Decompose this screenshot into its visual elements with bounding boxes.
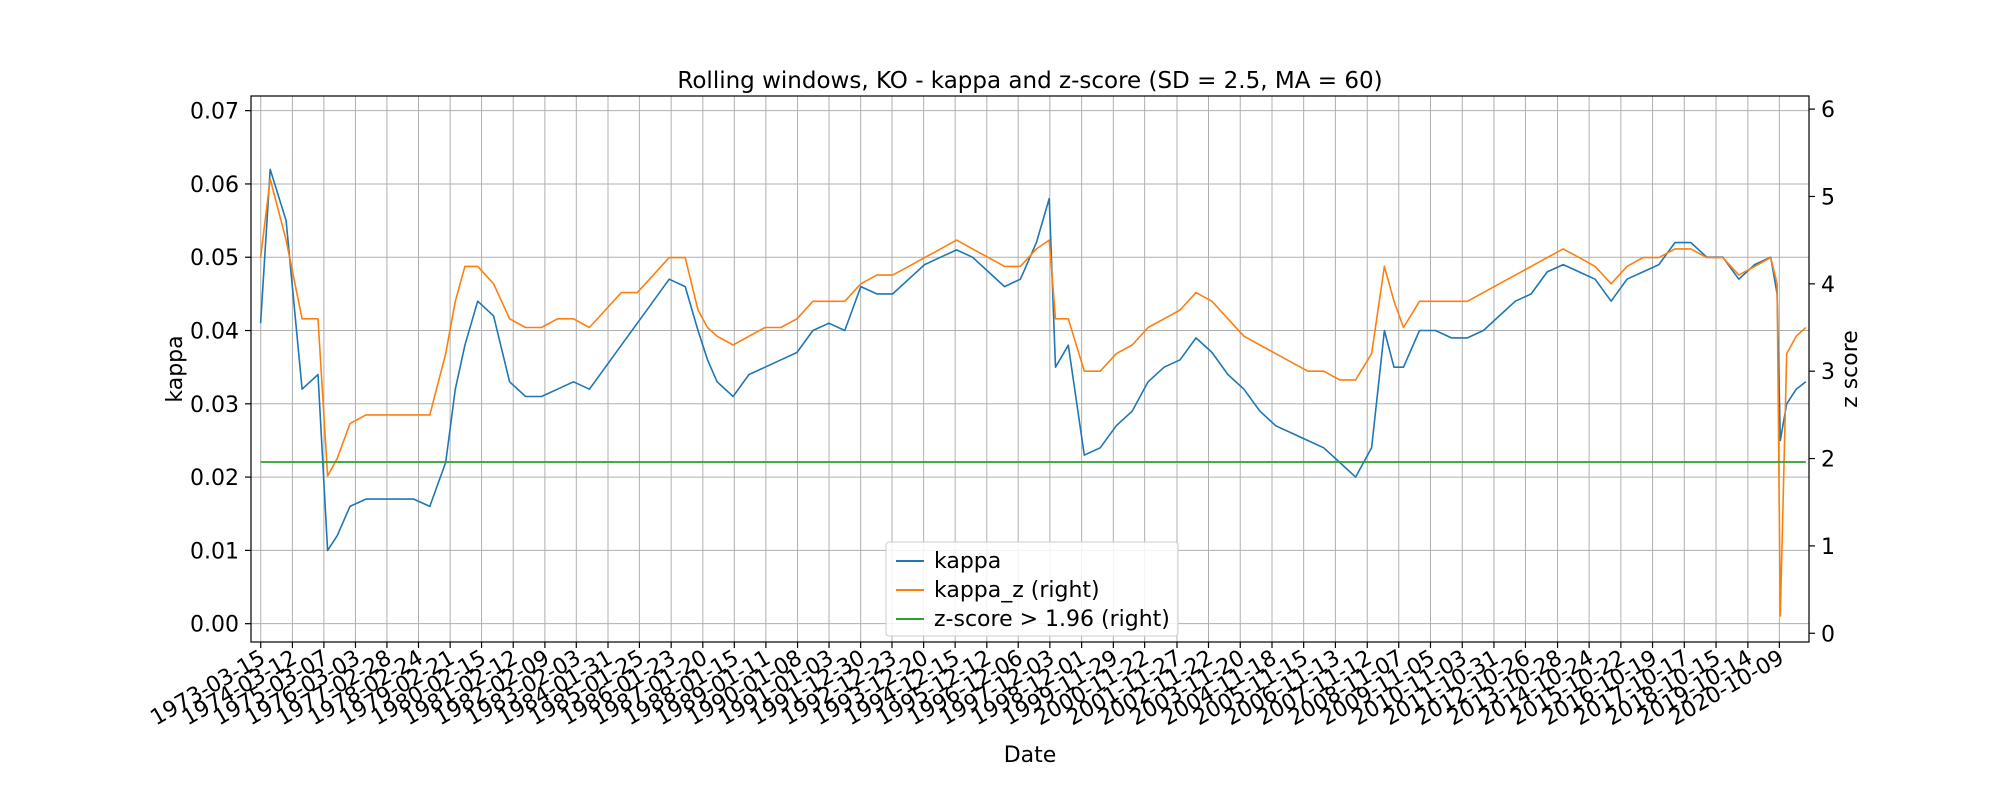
x-axis-label: Date [1004,743,1057,768]
y-right-tick-label: 3 [1821,360,1835,385]
y-left-tick-label: 0.00 [190,613,239,638]
y-left-tick-label: 0.06 [190,173,239,198]
y-right-tick-label: 6 [1821,98,1835,123]
legend-label-kappa: kappa [934,549,1001,574]
y-right-tick-label: 4 [1821,273,1835,298]
series-line-kappa-z [259,178,1807,617]
y-left-tick-label: 0.01 [190,539,239,564]
chart-title: Rolling windows, KO - kappa and z-score … [677,68,1382,94]
y-left-tick-label: 0.05 [190,246,239,271]
y-right-tick-label: 1 [1821,535,1835,560]
legend-label-kappa-z: kappa_z (right) [934,578,1100,603]
y-axis-left-label: kappa [163,335,188,402]
y-left-tick-label: 0.07 [190,100,239,125]
y-right-tick-label: 0 [1821,622,1835,647]
y-left-tick-label: 0.04 [190,320,239,345]
plot-frame [250,95,1810,643]
y-axis-right-label: z score [1838,330,1863,408]
series-layer [259,168,1807,617]
legend-label-threshold: z-score > 1.96 (right) [934,607,1170,632]
y-axis-right: 0 1 2 3 4 5 6 [1809,98,1835,647]
y-left-tick-label: 0.02 [190,466,239,491]
legend-box [885,541,1179,637]
y-left-tick-label: 0.03 [190,393,239,418]
legend: kappa kappa_z (right) z-score > 1.96 (ri… [885,541,1179,637]
y-axis-left: 0.00 0.01 0.02 0.03 0.04 0.05 0.06 0.07 [190,100,251,638]
y-right-tick-label: 2 [1821,448,1835,473]
series-line-kappa [259,168,1807,552]
y-right-tick-label: 5 [1821,185,1835,210]
